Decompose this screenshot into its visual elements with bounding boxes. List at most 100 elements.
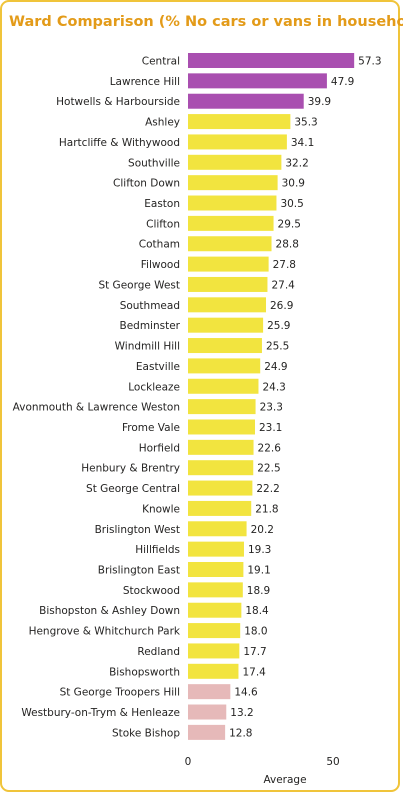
x-tick-label: 0 [185, 756, 192, 768]
value-label: 25.9 [267, 320, 290, 332]
bar [188, 399, 256, 415]
value-label: 22.6 [258, 442, 282, 454]
y-tick-label: Windmill Hill [115, 341, 180, 353]
value-label: 12.8 [229, 727, 252, 739]
bar [188, 562, 244, 577]
y-tick-label: Stockwood [123, 585, 180, 597]
bar [188, 114, 291, 130]
y-tick-label: Knowle [142, 503, 180, 515]
value-label: 35.3 [294, 117, 317, 129]
y-tick-label: Southmead [120, 300, 180, 312]
bar [188, 643, 240, 659]
y-tick-label: Hillfields [135, 544, 180, 556]
y-tick-label: Bishopston & Ashley Down [39, 605, 180, 617]
bar [188, 175, 278, 191]
value-label: 17.7 [243, 646, 266, 658]
y-tick-label: Lawrence Hill [110, 76, 180, 88]
value-label: 21.8 [255, 503, 278, 515]
value-label: 18.9 [247, 585, 270, 597]
bar [188, 480, 253, 496]
y-tick-label: Redland [137, 646, 180, 658]
y-tick-label: Filwood [141, 259, 180, 271]
bar [188, 297, 267, 313]
value-label: 19.1 [247, 565, 270, 577]
x-axis-label: Average [263, 774, 306, 786]
y-tick-label: St George Central [86, 483, 180, 495]
y-tick-label: Eastville [136, 361, 180, 373]
bar [188, 582, 243, 598]
bar [188, 500, 252, 516]
bar [188, 358, 261, 374]
y-tick-label: Easton [144, 198, 180, 210]
value-label: 28.8 [276, 239, 299, 251]
bar [188, 236, 272, 252]
bar [188, 276, 268, 292]
bar [188, 704, 227, 720]
bar [188, 53, 355, 68]
bar [188, 460, 254, 476]
value-label: 14.6 [234, 687, 258, 699]
bar [188, 724, 226, 740]
y-tick-label: Westbury-on-Trym & Henleaze [21, 707, 180, 719]
value-label: 23.3 [260, 402, 283, 414]
y-tick-label: Brislington East [98, 565, 180, 577]
y-tick-label: Hotwells & Harbourside [56, 96, 180, 108]
y-tick-label: St George West [98, 279, 180, 291]
y-tick-label: Bishopsworth [109, 666, 180, 678]
value-label: 13.2 [230, 707, 253, 719]
y-tick-label: Henbury & Brentry [81, 463, 180, 475]
value-label: 18.4 [245, 605, 269, 617]
value-label: 39.9 [308, 96, 331, 108]
bar [188, 439, 254, 455]
y-tick-label: Bedminster [120, 320, 181, 332]
value-label: 25.5 [266, 341, 289, 353]
value-label: 26.9 [270, 300, 293, 312]
y-tick-label: Stoke Bishop [112, 727, 180, 739]
bar [188, 541, 244, 557]
y-tick-label: Frome Vale [122, 422, 180, 434]
y-tick-label: Cotham [139, 239, 180, 251]
y-tick-label: Southville [128, 157, 180, 169]
y-tick-label: Horfield [139, 442, 180, 454]
value-label: 20.2 [251, 524, 274, 536]
bar [188, 317, 264, 333]
chart-title: Ward Comparison (% No cars or vans in ho… [9, 14, 403, 30]
value-label: 23.1 [259, 422, 282, 434]
value-label: 32.2 [285, 157, 308, 169]
value-label: 17.4 [242, 666, 266, 678]
value-label: 57.3 [358, 56, 381, 68]
y-tick-label: Central [142, 56, 180, 68]
value-label: 24.3 [262, 381, 285, 393]
value-label: 27.4 [271, 279, 295, 291]
bar [188, 93, 304, 109]
value-label: 19.3 [248, 544, 271, 556]
bar [188, 134, 287, 150]
y-tick-label: Clifton Down [113, 178, 180, 190]
bar [188, 663, 239, 679]
bar [188, 419, 255, 435]
y-tick-label: Clifton [146, 218, 180, 230]
bar [188, 378, 259, 394]
value-label: 34.1 [291, 137, 314, 149]
value-label: 30.9 [282, 178, 305, 190]
bar [188, 338, 262, 354]
bar [188, 256, 269, 272]
y-tick-label: St George Troopers Hill [60, 687, 180, 699]
bar [188, 684, 231, 700]
value-label: 29.5 [278, 218, 301, 230]
bar [188, 521, 247, 537]
bar [188, 73, 327, 89]
value-label: 27.8 [273, 259, 296, 271]
y-tick-label: Ashley [145, 117, 180, 129]
y-tick-label: Avonmouth & Lawrence Weston [13, 402, 180, 414]
value-label: 18.0 [244, 626, 267, 638]
value-label: 22.2 [256, 483, 279, 495]
value-label: 24.9 [264, 361, 287, 373]
value-label: 47.9 [331, 76, 354, 88]
bar [188, 195, 277, 211]
y-tick-label: Hengrove & Whitchurch Park [29, 626, 181, 638]
value-label: 30.5 [280, 198, 303, 210]
